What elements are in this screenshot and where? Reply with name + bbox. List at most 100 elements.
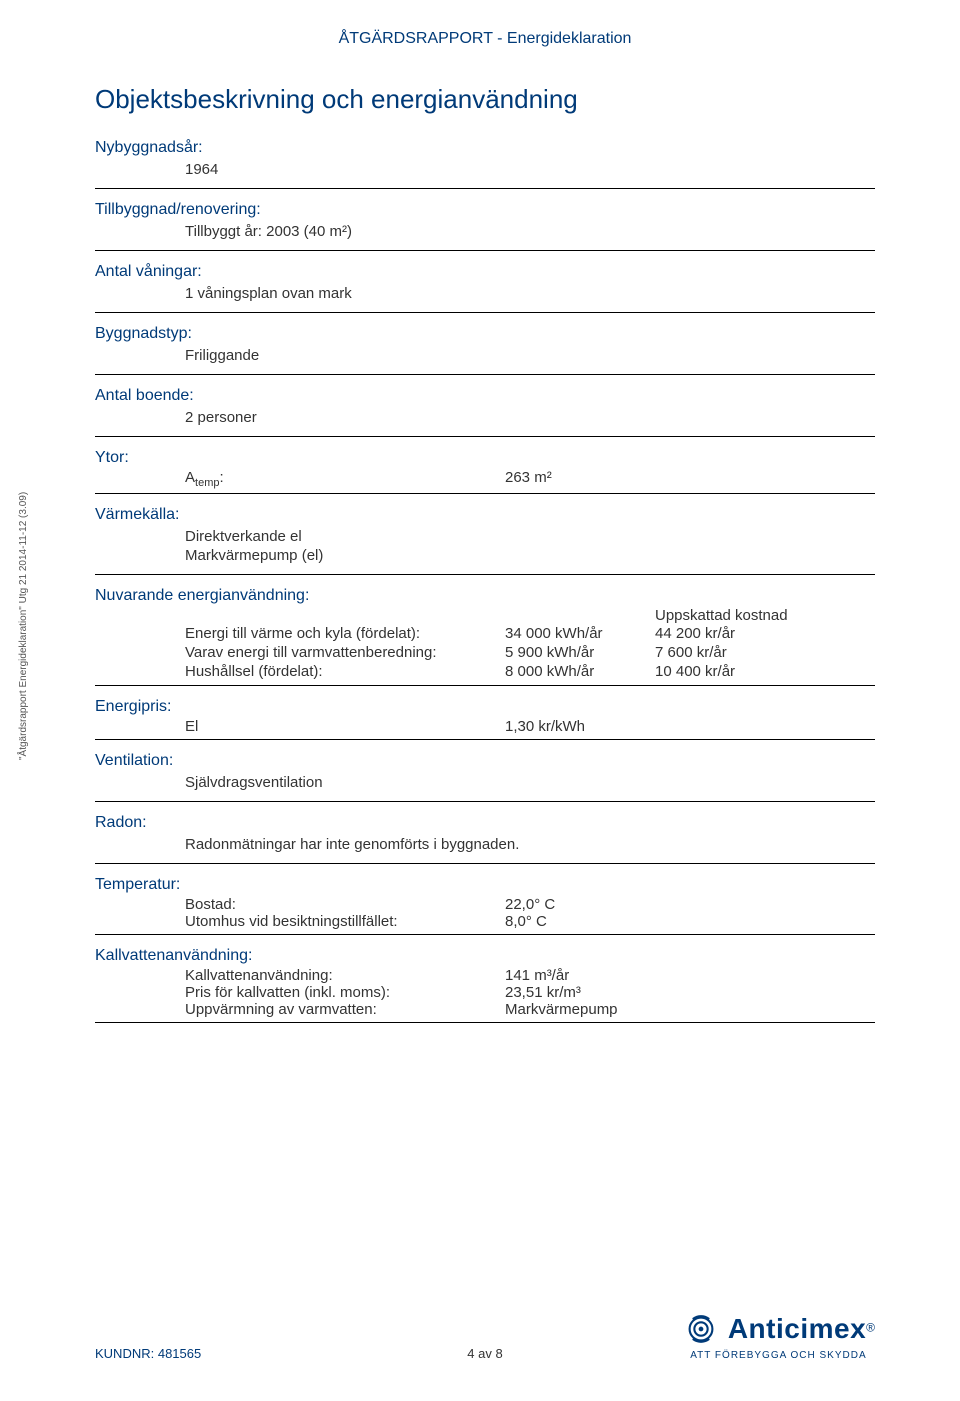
main-heading: Objektsbeskrivning och energianvändning (95, 84, 875, 115)
ytor-row: Atemp: 263 m² (95, 469, 875, 489)
cost-header: Uppskattad kostnad (655, 607, 855, 624)
page: "Åtgärdsrapport Energideklaration" Utg 2… (0, 0, 960, 1401)
row-name: Bostad: (185, 896, 505, 913)
label-kallvatten: Kallvattenanvändning: (95, 947, 875, 967)
section-ytor: Ytor: Atemp: 263 m² (95, 449, 875, 494)
nuvarande-table: Energi till värme och kyla (fördelat): 3… (95, 624, 875, 681)
table-row: Energi till värme och kyla (fördelat): 3… (185, 624, 875, 643)
nuvarande-header: Uppskattad kostnad (95, 607, 875, 624)
document-header-title: ÅTGÄRDSRAPPORT - Energideklaration (95, 30, 875, 48)
ytor-value: 263 m² (505, 469, 655, 489)
row-cost: 7 600 kr/år (655, 644, 805, 661)
section-ventilation: Ventilation: Självdragsventilation (95, 752, 875, 802)
kundnr-label: KUNDNR: (95, 1346, 158, 1361)
section-kallvatten: Kallvattenanvändning: Kallvattenanvändni… (95, 947, 875, 1023)
divider (95, 374, 875, 375)
row-kwh: 5 900 kWh/år (505, 644, 655, 661)
footer-logo-block: Anticimex® ATT FÖREBYGGA OCH SKYDDA (682, 1310, 875, 1361)
value-varmekalla-1: Direktverkande el (95, 526, 875, 545)
ytor-sub: temp (195, 477, 219, 489)
value-nybyggnadsar: 1964 (95, 159, 875, 184)
logo-text-wrap: Anticimex® (728, 1313, 875, 1345)
section-nybyggnadsar: Nybyggnadsår: 1964 (95, 139, 875, 189)
divider (95, 188, 875, 189)
row-name: Uppvärmning av varmvatten: (185, 1001, 505, 1018)
value-antal-boende: 2 personer (95, 407, 875, 432)
label-temperatur: Temperatur: (95, 876, 875, 896)
footer-kundnr: KUNDNR: 481565 (95, 1346, 201, 1361)
footer-page-number: 4 av 8 (467, 1346, 502, 1361)
label-radon: Radon: (95, 814, 875, 834)
divider (95, 685, 875, 686)
value-antal-vaningar: 1 våningsplan ovan mark (95, 283, 875, 308)
label-byggnadstyp: Byggnadstyp: (95, 325, 875, 345)
logo-registered-icon: ® (866, 1321, 875, 1335)
table-row: Pris för kallvatten (inkl. moms): 23,51 … (95, 984, 875, 1001)
row-value: 8,0° C (505, 913, 705, 930)
row-name: Varav energi till varmvattenberedning: (185, 644, 505, 661)
section-radon: Radon: Radonmätningar har inte genomfört… (95, 814, 875, 864)
table-row: Utomhus vid besiktningstillfället: 8,0° … (95, 913, 875, 930)
ytor-symbol: Atemp: (185, 469, 505, 489)
row-kwh: 34 000 kWh/år (505, 625, 655, 642)
label-antal-vaningar: Antal våningar: (95, 263, 875, 283)
section-varmekalla: Värmekälla: Direktverkande el Markvärmep… (95, 506, 875, 575)
table-row: Hushållsel (fördelat): 8 000 kWh/år 10 4… (185, 662, 875, 681)
label-antal-boende: Antal boende: (95, 387, 875, 407)
divider (95, 436, 875, 437)
divider (95, 739, 875, 740)
value-ventilation: Självdragsventilation (95, 772, 875, 797)
section-antal-boende: Antal boende: 2 personer (95, 387, 875, 437)
section-antal-vaningar: Antal våningar: 1 våningsplan ovan mark (95, 263, 875, 313)
value-tillbyggnad: Tillbyggt år: 2003 (40 m²) (95, 221, 875, 246)
logo-tagline: ATT FÖREBYGGA OCH SKYDDA (690, 1350, 866, 1361)
label-energipris: Energipris: (95, 698, 875, 718)
label-nuvarande: Nuvarande energianvändning: (95, 587, 875, 607)
section-temperatur: Temperatur: Bostad: 22,0° C Utomhus vid … (95, 876, 875, 935)
row-name: Pris för kallvatten (inkl. moms): (185, 984, 505, 1001)
divider (95, 801, 875, 802)
ytor-suffix: : (219, 469, 223, 486)
table-row: Bostad: 22,0° C (95, 896, 875, 913)
label-tillbyggnad: Tillbyggnad/renovering: (95, 201, 875, 221)
section-tillbyggnad: Tillbyggnad/renovering: Tillbyggt år: 20… (95, 201, 875, 251)
kundnr-value: 481565 (158, 1346, 201, 1361)
table-row: Varav energi till varmvattenberedning: 5… (185, 643, 875, 662)
row-value: 23,51 kr/m³ (505, 984, 705, 1001)
value-radon: Radonmätningar har inte genomförts i byg… (95, 834, 875, 859)
label-nybyggnadsar: Nybyggnadsår: (95, 139, 875, 159)
value-byggnadstyp: Friliggande (95, 345, 875, 370)
table-row: Uppvärmning av varmvatten: Markvärmepump (95, 1001, 875, 1018)
energipris-name: El (185, 718, 505, 735)
section-nuvarande: Nuvarande energianvändning: Uppskattad k… (95, 587, 875, 686)
row-value: Markvärmepump (505, 1001, 705, 1018)
row-cost: 44 200 kr/år (655, 625, 805, 642)
label-ytor: Ytor: (95, 449, 875, 469)
anticimex-logo-icon (682, 1310, 720, 1348)
row-value: 22,0° C (505, 896, 705, 913)
label-varmekalla: Värmekälla: (95, 506, 875, 526)
row-name: Kallvattenanvändning: (185, 967, 505, 984)
logo-text: Anticimex (728, 1313, 866, 1344)
row-name: Energi till värme och kyla (fördelat): (185, 625, 505, 642)
divider (95, 574, 875, 575)
divider (95, 493, 875, 494)
section-energipris: Energipris: El 1,30 kr/kWh (95, 698, 875, 740)
divider (95, 1022, 875, 1023)
row-value: 141 m³/år (505, 967, 705, 984)
table-row: Kallvattenanvändning: 141 m³/år (95, 967, 875, 984)
row-cost: 10 400 kr/år (655, 663, 805, 680)
row-kwh: 8 000 kWh/år (505, 663, 655, 680)
energipris-row: El 1,30 kr/kWh (95, 718, 875, 735)
divider (95, 863, 875, 864)
label-ventilation: Ventilation: (95, 752, 875, 772)
divider (95, 312, 875, 313)
energipris-value: 1,30 kr/kWh (505, 718, 705, 735)
value-varmekalla-2: Markvärmepump (el) (95, 545, 875, 570)
row-name: Hushållsel (fördelat): (185, 663, 505, 680)
ytor-prefix: A (185, 469, 195, 486)
page-footer: KUNDNR: 481565 4 av 8 Anticimex® (95, 1310, 875, 1361)
row-name: Utomhus vid besiktningstillfället: (185, 913, 505, 930)
section-byggnadstyp: Byggnadstyp: Friliggande (95, 325, 875, 375)
divider (95, 250, 875, 251)
